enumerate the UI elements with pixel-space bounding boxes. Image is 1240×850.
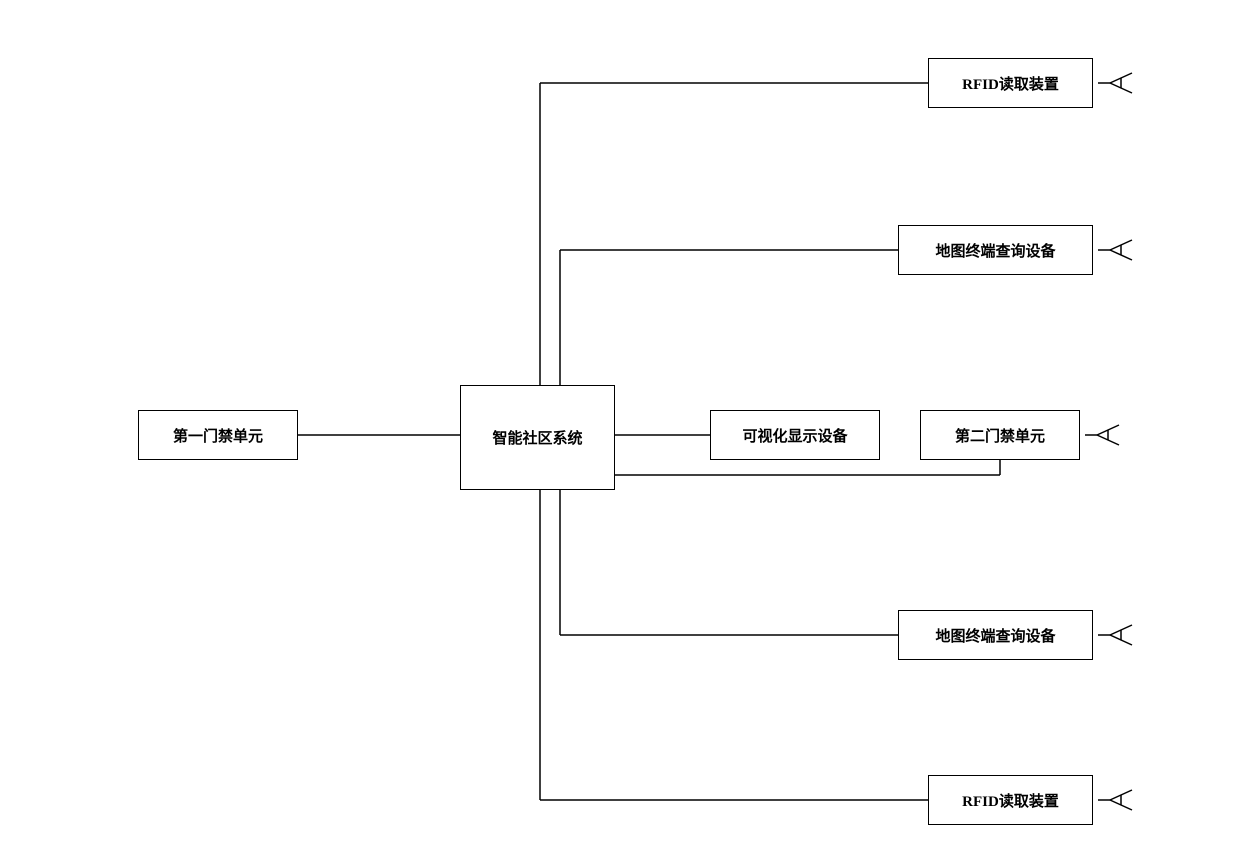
node-label: RFID读取装置 — [962, 73, 1059, 94]
antenna-icon — [1085, 423, 1121, 447]
node-label: RFID读取装置 — [962, 790, 1059, 811]
node-label: 地图终端查询设备 — [935, 240, 1055, 261]
antenna-icon — [1098, 788, 1134, 812]
node-label: 第一门禁单元 — [173, 425, 263, 446]
node-second-gate: 第二门禁单元 — [920, 410, 1080, 460]
node-label: 第二门禁单元 — [955, 425, 1045, 446]
antenna-icon — [1098, 238, 1134, 262]
node-rfid-bottom: RFID读取装置 — [928, 775, 1093, 825]
node-label: 地图终端查询设备 — [935, 625, 1055, 646]
node-map-top: 地图终端查询设备 — [898, 225, 1093, 275]
antenna-icon — [1098, 623, 1134, 647]
node-label: 可视化显示设备 — [742, 425, 847, 446]
node-center: 智能社区系统 — [460, 385, 615, 490]
node-rfid-top: RFID读取装置 — [928, 58, 1093, 108]
node-map-bottom: 地图终端查询设备 — [898, 610, 1093, 660]
node-first-gate: 第一门禁单元 — [138, 410, 298, 460]
node-label: 智能社区系统 — [492, 427, 582, 448]
node-vis-display: 可视化显示设备 — [710, 410, 880, 460]
antenna-icon — [1098, 71, 1134, 95]
